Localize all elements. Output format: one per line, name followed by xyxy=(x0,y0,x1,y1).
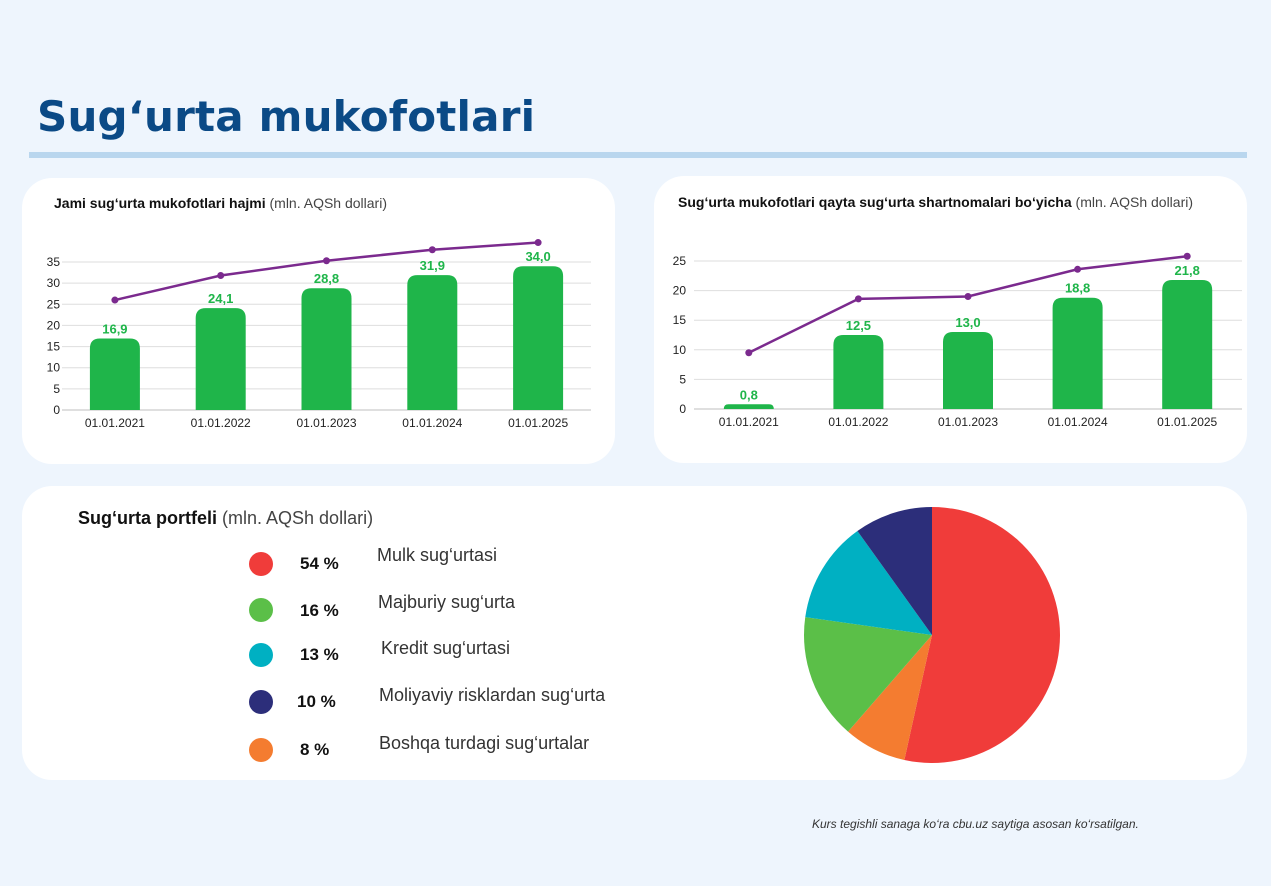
data-label: 16,9 xyxy=(102,322,127,337)
y-tick-label: 15 xyxy=(47,340,61,354)
legend-item: 10 % Moliyaviy risklardan sug‘urta xyxy=(0,685,700,720)
legend-color-dot xyxy=(249,552,273,576)
legend-percent: 16 % xyxy=(300,601,339,620)
pie-slice xyxy=(857,507,932,635)
reinsurance-premiums-chart: 0 5 10 15 20 25 0,8 01.01.2021 12,5 01.01.2022 13,… xyxy=(673,252,1242,429)
bar xyxy=(513,266,564,410)
reinsurance-premiums-title: Sug‘urta mukofotlari qayta sug‘urta shar… xyxy=(678,194,1193,210)
total-premiums-chart: 0 5 10 15 20 25 30 35 16,9 01.01.2021 24,1 01.01.20… xyxy=(47,239,591,430)
data-label: 12,5 xyxy=(846,318,871,333)
y-tick-label: 5 xyxy=(53,382,60,396)
trend-point xyxy=(854,295,862,303)
bar xyxy=(1052,297,1103,409)
legend-item: 13 % Kredit sug‘urtasi xyxy=(0,638,700,673)
data-label: 21,8 xyxy=(1175,263,1200,278)
y-tick-label: 35 xyxy=(47,255,61,269)
portfolio-title: Sug‘urta portfeli (mln. AQSh dollari) xyxy=(78,508,373,529)
footnote: Kurs tegishli sanaga ko‘ra cbu.uz saytig… xyxy=(812,817,1139,831)
legend-percent: 13 % xyxy=(300,645,339,664)
trend-point xyxy=(1183,252,1191,260)
x-tick-label: 01.01.2025 xyxy=(508,416,568,430)
bar xyxy=(723,404,774,409)
legend-label: Boshqa turdagi sug‘urtalar xyxy=(379,733,590,753)
bar xyxy=(833,335,884,409)
x-tick-label: 01.01.2022 xyxy=(191,416,251,430)
x-tick-label: 01.01.2021 xyxy=(719,415,779,429)
legend-percent: 54 % xyxy=(300,554,339,573)
page-title: Sug‘urta mukofotlari xyxy=(37,92,536,141)
data-label: 28,8 xyxy=(314,271,339,286)
data-label: 34,0 xyxy=(525,249,550,264)
data-label: 0,8 xyxy=(740,387,758,402)
pie-slice xyxy=(804,617,932,732)
legend-label: Mulk sug‘urtasi xyxy=(377,545,498,565)
legend-color-dot xyxy=(249,598,273,622)
trend-point xyxy=(111,296,119,304)
data-label: 24,1 xyxy=(208,291,233,306)
bar xyxy=(1162,279,1213,409)
bar xyxy=(407,275,458,410)
title-divider xyxy=(29,152,1247,158)
x-tick-label: 01.01.2023 xyxy=(296,416,356,430)
bar xyxy=(195,308,246,410)
portfolio-title-unit: (mln. AQSh dollari) xyxy=(222,508,374,528)
y-tick-label: 10 xyxy=(47,361,61,375)
portfolio-title-bold: Sug‘urta portfeli xyxy=(78,508,217,528)
total-premiums-title-bold: Jami sug‘urta mukofotlari hajmi xyxy=(54,195,266,211)
data-label: 13,0 xyxy=(955,315,980,330)
trend-point xyxy=(964,293,972,301)
bar xyxy=(301,288,352,410)
legend-item: 16 % Majburiy sug‘urta xyxy=(0,592,700,627)
y-tick-label: 10 xyxy=(673,343,687,357)
trend-point xyxy=(745,349,753,357)
bar xyxy=(89,338,140,410)
pie-slice xyxy=(904,507,1060,763)
y-tick-label: 5 xyxy=(679,372,686,386)
y-tick-label: 0 xyxy=(679,402,686,416)
reinsurance-premiums-title-unit: (mln. AQSh dollari) xyxy=(1075,194,1194,210)
reinsurance-premiums-title-bold: Sug‘urta mukofotlari qayta sug‘urta shar… xyxy=(678,194,1072,210)
total-premiums-title: Jami sug‘urta mukofotlari hajmi (mln. AQ… xyxy=(54,195,387,211)
legend-percent: 8 % xyxy=(300,740,330,759)
legend-color-dot xyxy=(249,690,273,714)
pie-slice xyxy=(848,635,932,760)
trend-point xyxy=(428,246,436,254)
legend-color-dot xyxy=(249,738,273,762)
legend-label: Majburiy sug‘urta xyxy=(378,592,516,612)
trend-point xyxy=(217,272,225,280)
legend-percent: 10 % xyxy=(297,692,336,711)
legend-label: Kredit sug‘urtasi xyxy=(381,638,511,658)
y-tick-label: 25 xyxy=(47,297,61,311)
x-tick-label: 01.01.2021 xyxy=(85,416,145,430)
total-premiums-title-unit: (mln. AQSh dollari) xyxy=(269,195,387,211)
legend-color-dot xyxy=(249,643,273,667)
trend-point xyxy=(1074,265,1082,273)
reinsurance-premiums-card xyxy=(654,176,1247,463)
y-tick-label: 0 xyxy=(53,403,60,417)
bar xyxy=(943,332,993,409)
data-label: 31,9 xyxy=(420,258,445,273)
trend-point xyxy=(323,257,330,265)
y-tick-label: 30 xyxy=(47,276,61,290)
portfolio-pie-chart xyxy=(804,507,1060,763)
y-tick-label: 15 xyxy=(673,313,687,327)
data-label: 18,8 xyxy=(1065,281,1090,296)
legend-item: 8 % Boshqa turdagi sug‘urtalar xyxy=(0,733,700,768)
y-tick-label: 25 xyxy=(673,254,687,268)
legend-item: 54 % Mulk sug‘urtasi xyxy=(0,545,700,580)
x-tick-label: 01.01.2023 xyxy=(938,415,998,429)
trend-point xyxy=(534,239,542,247)
x-tick-label: 01.01.2022 xyxy=(828,415,888,429)
legend-label: Moliyaviy risklardan sug‘urta xyxy=(379,685,606,705)
x-tick-label: 01.01.2024 xyxy=(1048,415,1108,429)
x-tick-label: 01.01.2025 xyxy=(1157,415,1217,429)
pie-slice xyxy=(805,530,932,635)
y-tick-label: 20 xyxy=(47,318,61,332)
x-tick-label: 01.01.2024 xyxy=(402,416,462,430)
y-tick-label: 20 xyxy=(673,284,687,298)
